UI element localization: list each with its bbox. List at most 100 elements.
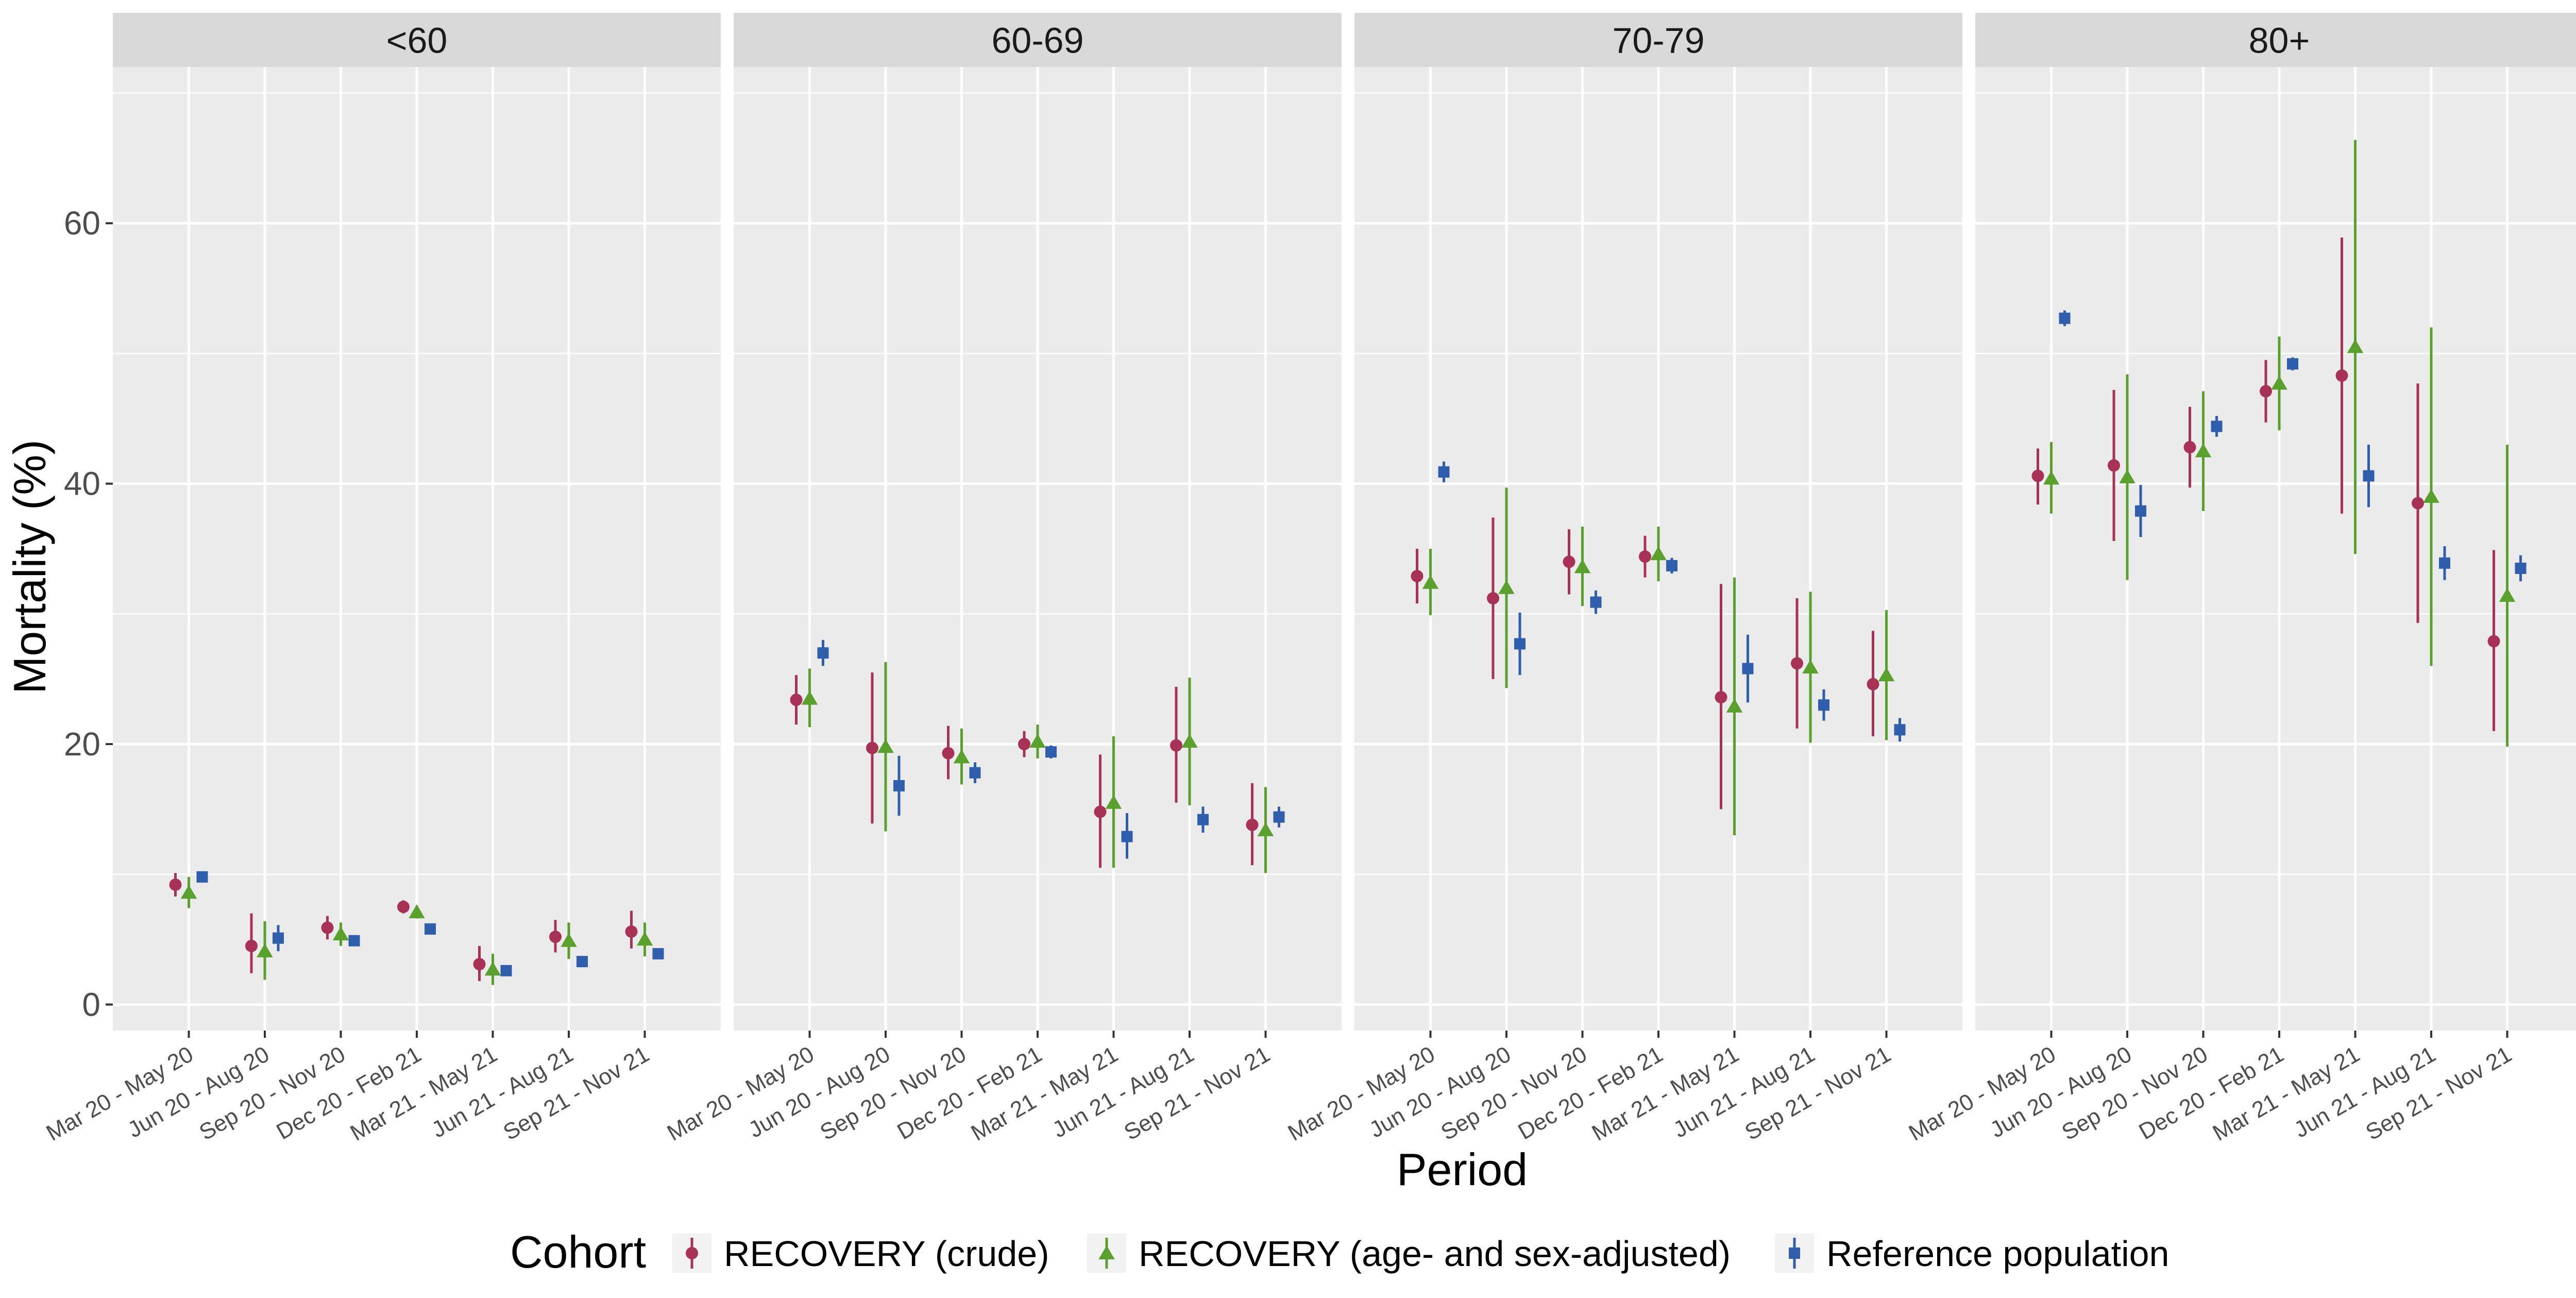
point-marker <box>1487 592 1499 605</box>
data-point <box>1438 461 1450 483</box>
facet-strip <box>113 13 721 67</box>
data-point <box>2211 416 2223 437</box>
point-marker <box>1894 724 1906 736</box>
point-marker <box>2515 562 2527 574</box>
data-point <box>2515 555 2527 582</box>
point-marker <box>1791 657 1803 670</box>
point-marker <box>2059 312 2071 324</box>
data-point <box>1170 686 1182 803</box>
point-marker <box>332 926 349 940</box>
data-point <box>1487 517 1499 679</box>
data-point <box>969 762 981 783</box>
point-marker <box>2043 470 2060 485</box>
y-tick-label: 0 <box>82 986 100 1023</box>
point-marker <box>169 878 182 891</box>
point-marker <box>1045 746 1057 758</box>
legend-item: Reference population <box>1775 1234 2169 1274</box>
data-point <box>561 922 577 959</box>
data-point <box>2363 444 2375 508</box>
panel-background <box>1975 67 2576 1031</box>
data-point <box>1197 806 1209 833</box>
data-point <box>1726 577 1743 835</box>
data-point <box>2031 448 2044 505</box>
point-marker <box>425 923 436 935</box>
point-marker <box>1574 559 1591 574</box>
point-marker <box>1563 555 1575 568</box>
point-marker <box>245 939 258 952</box>
point-marker <box>953 749 970 764</box>
data-point <box>1742 634 1754 703</box>
point-marker <box>1818 699 1829 711</box>
data-point <box>2439 546 2450 580</box>
point-marker <box>1018 738 1030 751</box>
data-point <box>1650 527 1667 582</box>
point-marker <box>2195 443 2212 458</box>
point-marker <box>866 741 878 754</box>
point-marker <box>257 943 273 957</box>
legend-label: Reference population <box>1826 1234 2169 1274</box>
data-point <box>652 948 664 959</box>
data-point <box>1818 689 1829 721</box>
point-marker <box>1197 814 1209 825</box>
point-marker <box>2423 488 2439 503</box>
facet-panel: <60 <box>113 13 721 1031</box>
facet-panel: 60-69 <box>734 13 1342 1031</box>
facet-label: 80+ <box>2249 21 2310 61</box>
point-marker <box>801 690 818 705</box>
point-marker <box>577 956 588 968</box>
point-marker <box>1666 560 1677 571</box>
point-marker <box>1650 546 1667 561</box>
data-point <box>790 675 803 725</box>
point-marker <box>1639 550 1651 563</box>
point-marker <box>636 932 653 946</box>
data-point <box>1422 549 1439 615</box>
legend-label: RECOVERY (age- and sex-adjusted) <box>1139 1234 1731 1274</box>
data-point <box>1563 529 1575 595</box>
data-point <box>1878 610 1895 740</box>
point-marker <box>273 932 284 944</box>
legend-title: Cohort <box>510 1226 646 1277</box>
data-point <box>484 953 501 985</box>
point-marker <box>1802 659 1819 673</box>
data-point <box>549 920 562 953</box>
point-marker <box>969 767 981 779</box>
point-marker <box>2108 459 2120 472</box>
point-marker <box>473 958 486 971</box>
legend: Cohort RECOVERY (crude) RECOVERY (age- an… <box>510 1226 2169 1277</box>
data-point <box>2423 327 2439 666</box>
legend-item: RECOVERY (crude) <box>672 1234 1049 1274</box>
data-point <box>1498 487 1515 688</box>
data-point <box>273 925 284 951</box>
data-point <box>2487 550 2500 731</box>
point-marker <box>942 747 955 760</box>
data-point <box>2335 238 2348 514</box>
facet-panel: 80+ <box>1975 13 2576 1031</box>
point-marker <box>549 931 562 943</box>
data-point <box>953 728 970 785</box>
point-marker <box>2487 635 2500 648</box>
point-marker <box>1273 811 1285 823</box>
x-axis-title: Period <box>1397 1144 1528 1195</box>
data-point <box>1574 527 1591 606</box>
point-marker <box>1422 575 1439 589</box>
point-marker <box>2347 339 2364 353</box>
point-marker <box>2363 470 2375 482</box>
facet-strip <box>1975 13 2576 67</box>
point-marker <box>1514 638 1526 650</box>
point-marker <box>1498 580 1515 594</box>
point-marker <box>321 921 334 934</box>
data-point <box>1121 813 1133 859</box>
data-point <box>893 755 905 816</box>
point-marker <box>348 935 360 947</box>
data-point <box>1590 590 1602 614</box>
data-point <box>1018 731 1030 757</box>
point-marker <box>1181 734 1198 748</box>
facet-panels: <60 60-69 70-79 80+ <box>113 13 2576 1031</box>
data-point <box>2183 407 2196 488</box>
point-marker <box>877 739 894 753</box>
data-point <box>2287 357 2298 370</box>
point-marker <box>1170 739 1182 752</box>
point-marker <box>1438 466 1450 478</box>
point-marker <box>2287 358 2298 370</box>
